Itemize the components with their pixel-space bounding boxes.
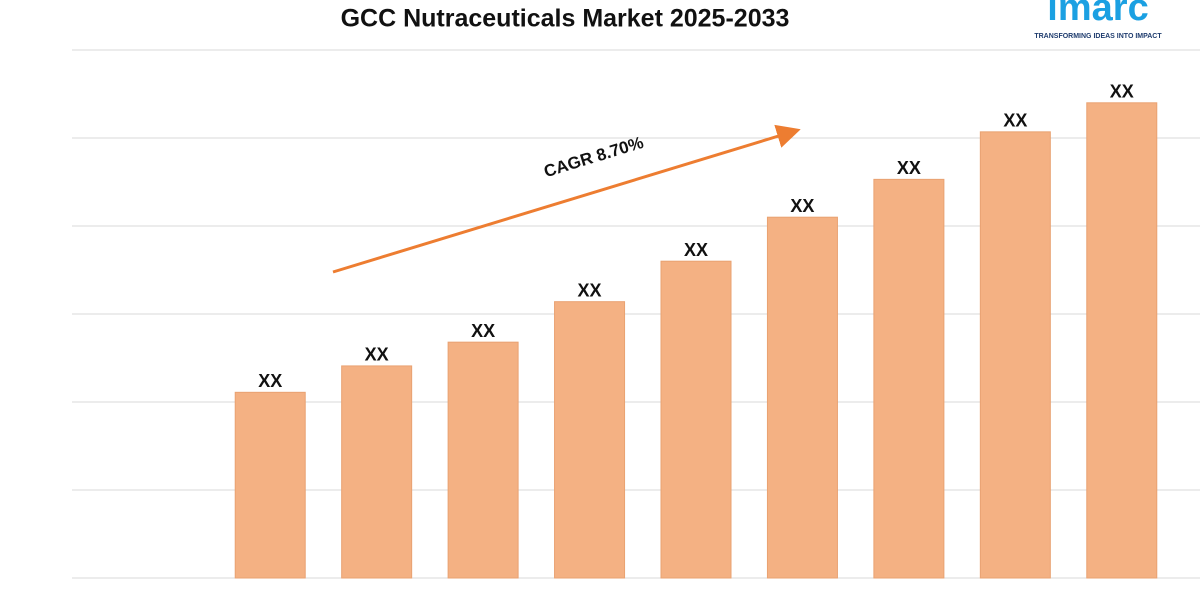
bar	[1086, 102, 1158, 579]
value-label: XX	[684, 240, 708, 260]
value-label: XX	[258, 371, 282, 391]
value-label: XX	[365, 345, 389, 365]
logo-tagline: TRANSFORMING IDEAS INTO IMPACT	[1034, 33, 1162, 40]
bar	[234, 391, 306, 579]
cagr-label: CAGR 8.70%	[542, 133, 646, 181]
bar	[447, 341, 519, 579]
value-label: XX	[897, 158, 921, 178]
value-label: XX	[471, 321, 495, 341]
bar	[660, 260, 732, 579]
bar	[873, 178, 945, 579]
value-label: XX	[790, 196, 814, 216]
value-label: XX	[1110, 82, 1134, 102]
bar	[341, 365, 413, 579]
value-label: XX	[578, 280, 602, 300]
chart-title: GCC Nutraceuticals Market 2025-2033	[341, 5, 790, 33]
value-label: XX	[1003, 111, 1027, 131]
bar	[554, 301, 626, 579]
logo: imarc	[1047, 0, 1148, 29]
bar	[766, 216, 838, 579]
bar	[979, 131, 1051, 579]
cagr-arrow	[332, 124, 801, 274]
